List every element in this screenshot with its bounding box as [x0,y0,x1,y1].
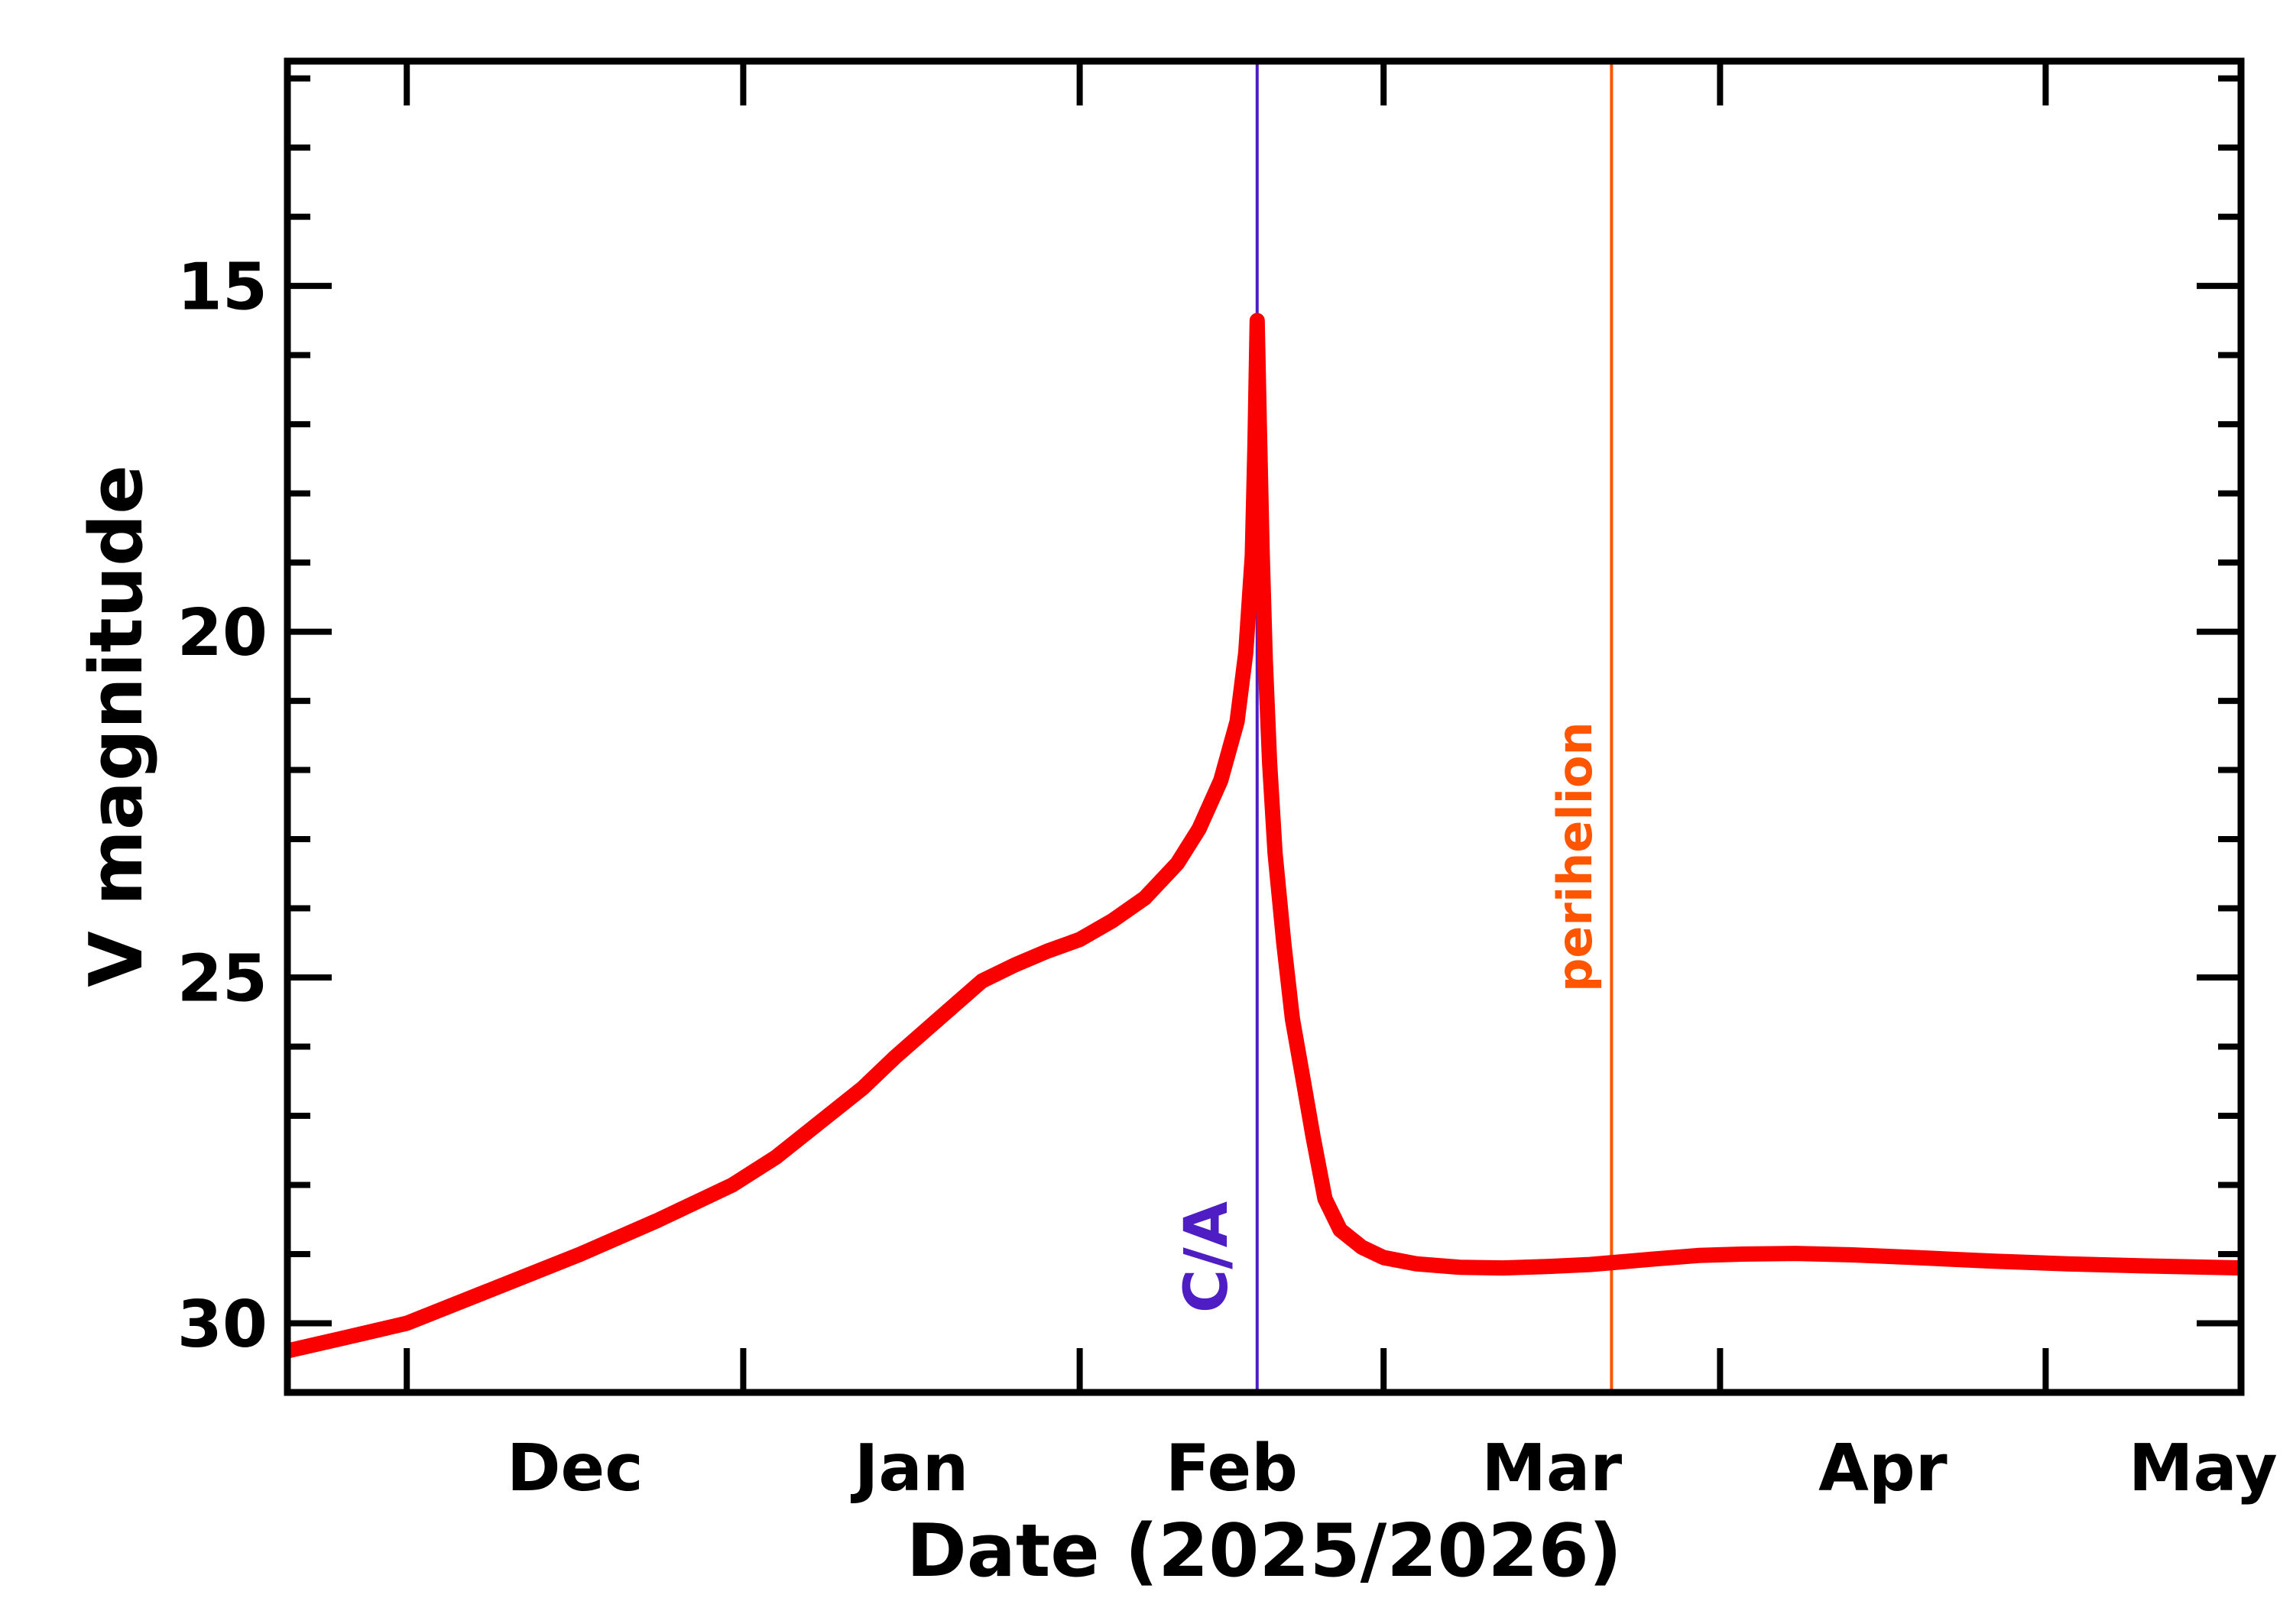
x-axis-title: Date (2025/2026) [906,1509,1622,1593]
plot-border [284,57,2245,1396]
y-tick-label: 15 [177,250,268,326]
y-axis-title: V magnitude [75,465,159,987]
y-tick-label: 20 [177,595,268,671]
x-tick-label-mar: Mar [1481,1431,1622,1506]
close-approach-label: C/A [1172,1201,1241,1313]
y-tick-label: 30 [177,1287,268,1363]
magnitude-curve [287,313,2241,1359]
x-tick-label-feb: Feb [1166,1431,1298,1506]
y-tick-label: 25 [177,942,268,1017]
x-tick-label-apr: Apr [1818,1431,1948,1506]
perihelion-label: perihelion [1547,721,1603,992]
x-tick-label-dec: Dec [507,1431,644,1506]
x-tick-label-jan: Jan [851,1431,969,1506]
x-tick-label-may: May [2129,1431,2278,1506]
